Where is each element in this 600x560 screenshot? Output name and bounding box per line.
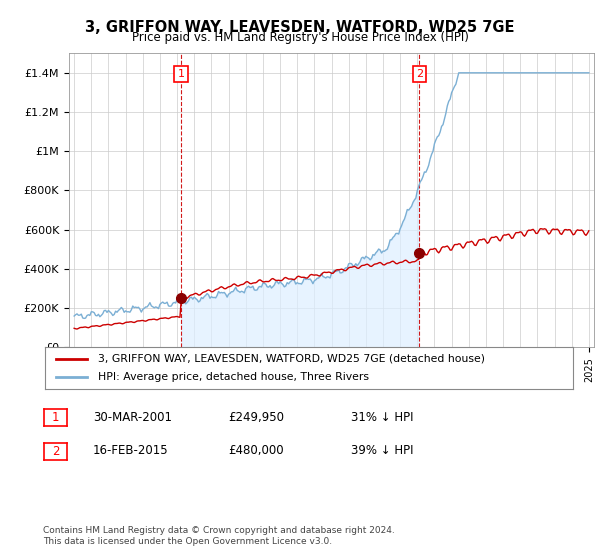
Text: 30-MAR-2001: 30-MAR-2001 bbox=[93, 410, 172, 424]
Text: 39% ↓ HPI: 39% ↓ HPI bbox=[351, 444, 413, 458]
Text: HPI: Average price, detached house, Three Rivers: HPI: Average price, detached house, Thre… bbox=[98, 372, 369, 382]
Text: 2: 2 bbox=[416, 69, 423, 79]
Text: This data is licensed under the Open Government Licence v3.0.: This data is licensed under the Open Gov… bbox=[43, 538, 332, 547]
Text: 1: 1 bbox=[178, 69, 185, 79]
Text: 1: 1 bbox=[52, 411, 59, 424]
Text: 3, GRIFFON WAY, LEAVESDEN, WATFORD, WD25 7GE: 3, GRIFFON WAY, LEAVESDEN, WATFORD, WD25… bbox=[85, 20, 515, 35]
Text: £480,000: £480,000 bbox=[228, 444, 284, 458]
Text: Price paid vs. HM Land Registry's House Price Index (HPI): Price paid vs. HM Land Registry's House … bbox=[131, 31, 469, 44]
Text: 2: 2 bbox=[52, 445, 59, 458]
Text: 3, GRIFFON WAY, LEAVESDEN, WATFORD, WD25 7GE (detached house): 3, GRIFFON WAY, LEAVESDEN, WATFORD, WD25… bbox=[98, 354, 485, 364]
Text: Contains HM Land Registry data © Crown copyright and database right 2024.: Contains HM Land Registry data © Crown c… bbox=[43, 526, 395, 535]
Text: 16-FEB-2015: 16-FEB-2015 bbox=[93, 444, 169, 458]
Text: £249,950: £249,950 bbox=[228, 410, 284, 424]
Text: 31% ↓ HPI: 31% ↓ HPI bbox=[351, 410, 413, 424]
